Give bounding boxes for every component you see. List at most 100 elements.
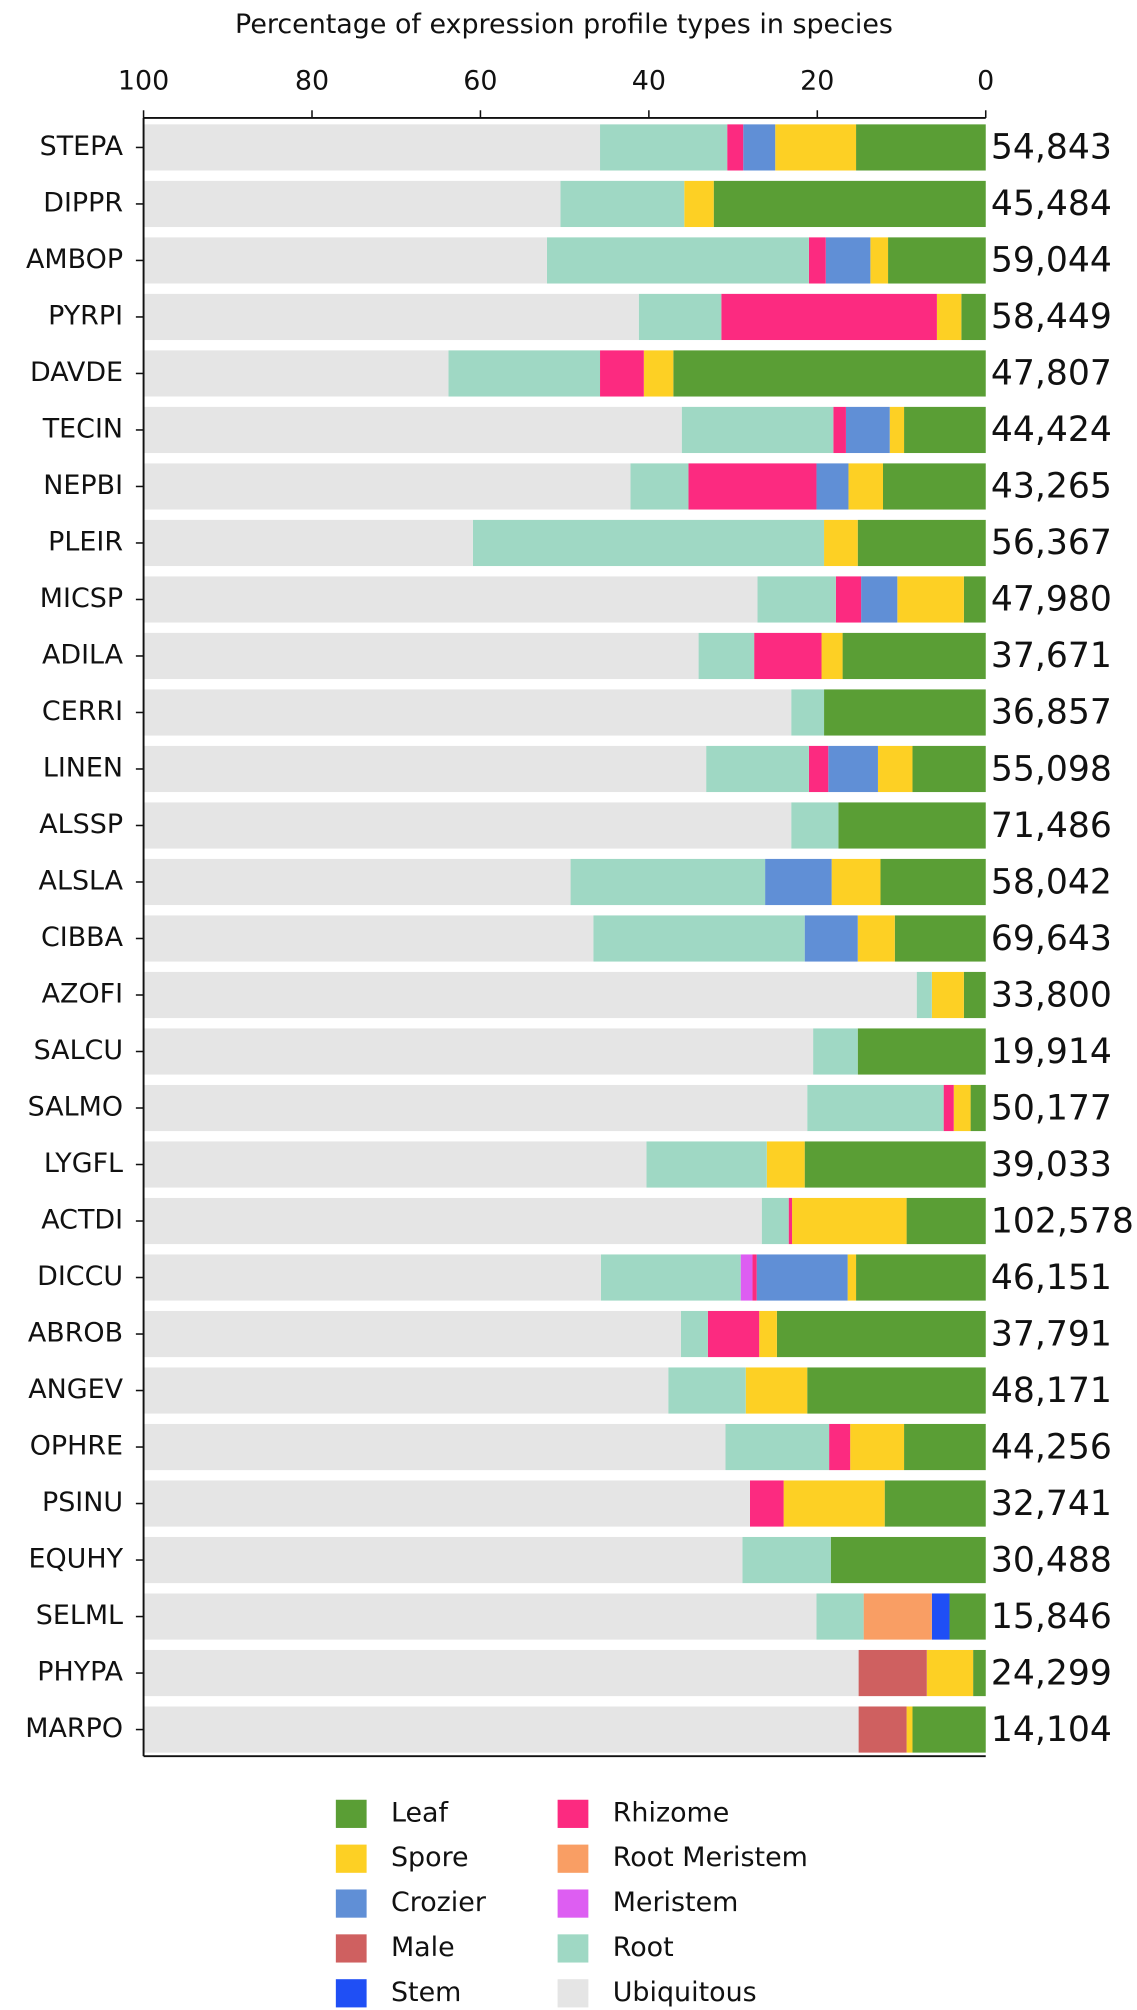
bar-segment xyxy=(593,915,805,962)
bar-segment xyxy=(630,463,689,510)
legend-swatch xyxy=(557,1934,589,1963)
bar-segment xyxy=(684,180,714,228)
bar-segment xyxy=(857,1028,986,1075)
total-label: 54,843 xyxy=(991,128,1112,168)
y-tick-label: PYRPI xyxy=(48,300,123,331)
legend-label: Root Meristem xyxy=(613,1842,808,1873)
total-label: 24,299 xyxy=(991,1653,1112,1693)
bar-segment xyxy=(897,576,964,623)
y-tick-label: ALSSP xyxy=(39,809,123,840)
legend-swatch xyxy=(335,1979,367,2008)
bar-segment xyxy=(882,463,986,510)
total-label: 69,643 xyxy=(991,919,1112,959)
bar-segment xyxy=(546,237,809,284)
x-tick-label: 20 xyxy=(800,66,834,97)
bar-segment xyxy=(680,1310,708,1358)
bar-segment xyxy=(143,576,758,623)
y-tick-label: ADILA xyxy=(42,639,124,670)
bar-segment xyxy=(143,293,639,341)
bar-segment xyxy=(673,350,986,397)
bar-segment xyxy=(833,406,846,454)
bar-segment xyxy=(856,1254,986,1301)
y-tick-label: CERRI xyxy=(42,696,123,727)
bar-segment xyxy=(688,463,817,510)
bar-segment xyxy=(931,1593,950,1640)
bar-segment xyxy=(698,632,755,680)
bar-segment xyxy=(953,1084,971,1132)
bar-segment xyxy=(646,1141,767,1188)
bar-segment xyxy=(904,406,986,454)
bar-segment xyxy=(970,1084,986,1132)
bar-segment xyxy=(845,406,890,454)
legend-label: Crozier xyxy=(391,1887,487,1918)
total-label: 36,857 xyxy=(991,693,1112,733)
bar-segment xyxy=(143,971,917,1019)
total-label: 58,042 xyxy=(991,862,1112,902)
bar-segment xyxy=(143,915,594,962)
y-tick-label: LINEN xyxy=(43,752,123,783)
legend-label: Rhizome xyxy=(613,1797,730,1828)
bar-segment xyxy=(861,576,898,623)
bar-segment xyxy=(838,802,986,849)
total-label: 47,980 xyxy=(991,580,1112,620)
bar-segment xyxy=(824,689,986,736)
bar-segment xyxy=(143,1649,859,1697)
bar-segment xyxy=(143,237,547,284)
legend-label: Ubiquitous xyxy=(613,1977,757,2008)
legend-label: Root xyxy=(613,1932,674,1963)
bar-segment xyxy=(776,1310,986,1358)
total-label: 59,044 xyxy=(991,241,1112,281)
bar-segment xyxy=(560,180,685,228)
y-tick-label: TECIN xyxy=(42,413,123,444)
bar-segment xyxy=(963,971,986,1019)
bar-segment xyxy=(847,1254,857,1301)
y-tick-label: OPHRE xyxy=(30,1431,123,1462)
bar-segment xyxy=(963,576,986,623)
bar-segment xyxy=(143,463,631,510)
legend-swatch xyxy=(557,1799,589,1828)
bar-segment xyxy=(813,1028,858,1075)
total-label: 37,791 xyxy=(991,1314,1112,1354)
total-label: 58,449 xyxy=(991,297,1112,337)
bar-segment xyxy=(835,576,862,623)
bar-segment xyxy=(143,350,449,397)
bar-segment xyxy=(791,802,839,849)
bar-segment xyxy=(791,689,825,736)
bar-segment xyxy=(916,971,932,1019)
bar-segment xyxy=(936,293,962,341)
x-tick-label: 0 xyxy=(977,66,994,97)
bar-segment xyxy=(858,1649,927,1697)
bar-segment xyxy=(570,858,766,906)
total-label: 45,484 xyxy=(991,184,1112,224)
y-tick-label: NEPBI xyxy=(43,470,123,501)
bar-segment xyxy=(743,124,776,171)
bar-segment xyxy=(761,1197,789,1245)
bar-segment xyxy=(143,1536,743,1584)
bar-segment xyxy=(931,971,964,1019)
bar-segment xyxy=(143,1367,669,1414)
total-label: 37,671 xyxy=(991,636,1112,676)
bar-segment xyxy=(848,463,883,510)
y-tick-label: AMBOP xyxy=(26,244,123,275)
y-tick-label: LYGFL xyxy=(44,1148,123,1179)
x-tick-label: 100 xyxy=(118,66,169,97)
x-tick-label: 80 xyxy=(295,66,329,97)
bar-segment xyxy=(749,1480,784,1527)
bar-segment xyxy=(816,1593,864,1640)
y-tick-label: PLEIR xyxy=(48,526,123,557)
total-label: 55,098 xyxy=(991,749,1112,789)
x-tick-label: 60 xyxy=(463,66,497,97)
bar-segment xyxy=(600,124,728,171)
legend-swatch xyxy=(335,1844,367,1873)
legend-swatch xyxy=(557,1889,589,1918)
bar-segment xyxy=(756,1254,848,1301)
bar-segment xyxy=(825,237,871,284)
bar-segment xyxy=(143,180,561,228)
y-tick-label: AZOFI xyxy=(42,979,123,1010)
bar-segment xyxy=(808,237,826,284)
bar-segment xyxy=(681,406,834,454)
bar-segment xyxy=(143,858,571,906)
bar-segment xyxy=(713,180,986,228)
y-tick-label: PHYPA xyxy=(37,1657,123,1688)
